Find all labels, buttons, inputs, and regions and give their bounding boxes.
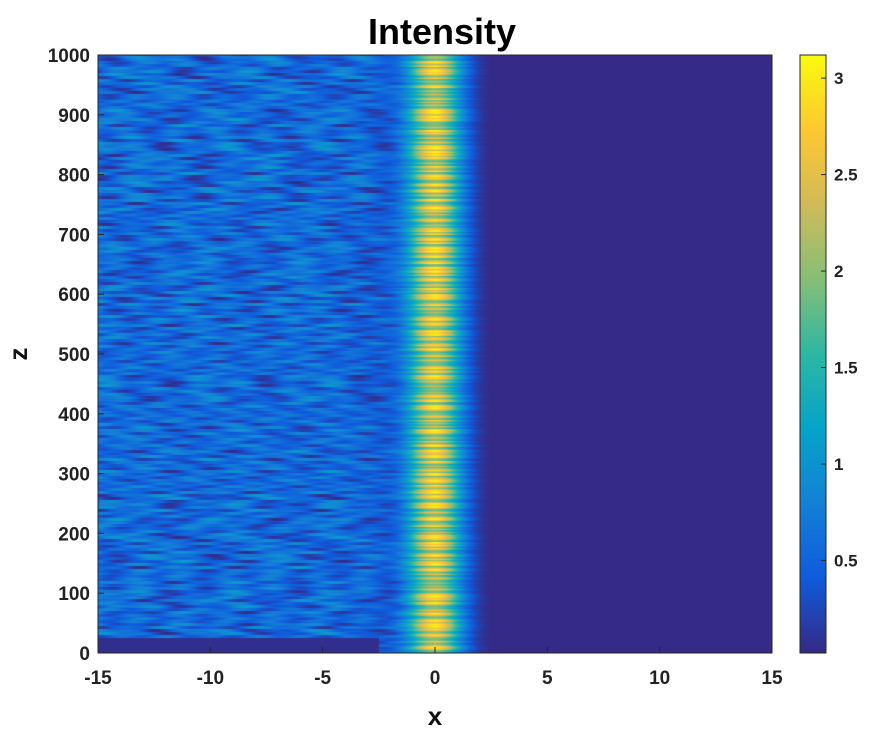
y-tick-label: 500 <box>58 345 90 366</box>
x-tick-label: -5 <box>314 668 331 689</box>
x-tick-label: 15 <box>761 668 783 689</box>
colorbar: 0.5 1 1.5 2 2.5 3 <box>799 54 858 654</box>
colorbar-tick-label: 2.5 <box>834 166 858 185</box>
y-tick-label: 900 <box>58 106 90 127</box>
x-axis-label: x <box>428 701 443 731</box>
y-axis: 0 100 200 300 400 500 600 700 800 900 1000 <box>48 46 104 665</box>
y-tick-label: 0 <box>79 644 90 665</box>
x-tick-label: 0 <box>430 668 441 689</box>
y-tick-label: 600 <box>58 285 90 306</box>
x-tick-label: -15 <box>84 668 112 689</box>
colorbar-gradient <box>800 55 826 653</box>
x-tick-label: 5 <box>542 668 553 689</box>
y-tick-label: 800 <box>58 166 90 187</box>
colorbar-tick-label: 0.5 <box>834 551 858 570</box>
x-axis: -15 -10 -5 0 5 10 15 <box>84 647 783 689</box>
y-tick-label: 100 <box>58 584 90 605</box>
y-tick-label: 200 <box>58 524 90 545</box>
y-axis-label: z <box>3 348 33 361</box>
colorbar-tick-label: 1.5 <box>834 359 858 378</box>
y-tick-label: 300 <box>58 465 90 486</box>
heatmap-image <box>98 55 772 653</box>
colorbar-tick-label: 3 <box>834 69 843 88</box>
colorbar-tick-label: 2 <box>834 262 843 281</box>
y-tick-label: 700 <box>58 225 90 246</box>
colorbar-frame <box>799 54 827 654</box>
x-tick-label: 10 <box>649 668 670 689</box>
x-tick-label: -10 <box>197 668 224 689</box>
chart-title: Intensity <box>368 11 516 52</box>
y-tick-label: 1000 <box>48 46 90 67</box>
y-tick-label: 400 <box>58 405 90 426</box>
colorbar-tick-label: 1 <box>834 455 843 474</box>
plot-area <box>97 54 773 654</box>
colorbar-ticks: 0.5 1 1.5 2 2.5 3 <box>821 69 858 570</box>
